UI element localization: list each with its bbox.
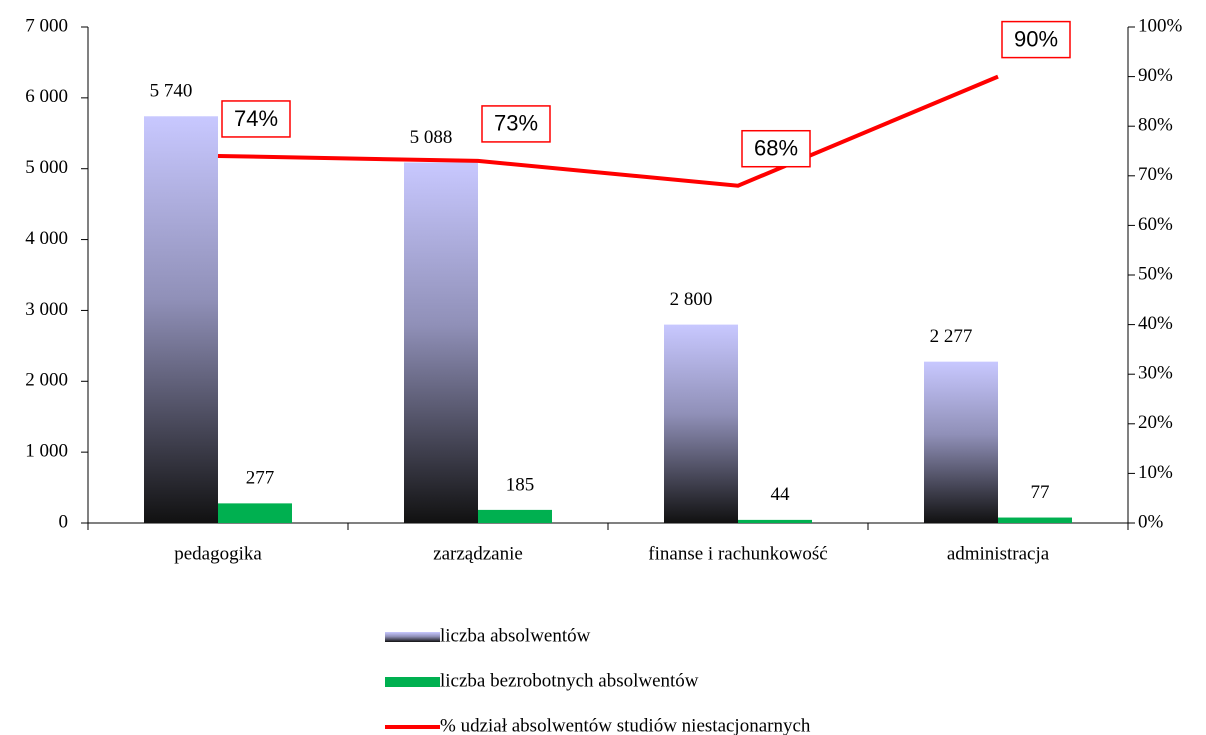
bar <box>924 361 998 523</box>
value-label: 74% <box>234 106 278 131</box>
value-label: 185 <box>506 474 535 495</box>
value-label: 68% <box>754 136 798 161</box>
y2-tick-label: 70% <box>1138 164 1173 185</box>
value-label: 5 088 <box>410 127 453 148</box>
y2-tick-label: 60% <box>1138 214 1173 235</box>
x-tick-label: zarządzanie <box>433 543 523 564</box>
value-label-box <box>741 129 811 168</box>
bar <box>664 324 738 523</box>
y2-tick-label: 100% <box>1138 15 1183 36</box>
value-label-box <box>1001 20 1071 59</box>
x-tick-label: finanse i rachunkowość <box>648 543 827 564</box>
value-label: 77 <box>1031 482 1050 503</box>
y-tick-label: 3 000 <box>25 299 68 320</box>
legend-swatch <box>385 677 440 687</box>
value-label-box <box>481 105 551 143</box>
y2-tick-label: 50% <box>1138 263 1173 284</box>
y2-tick-label: 30% <box>1138 363 1173 384</box>
value-label: 5 740 <box>150 81 193 102</box>
value-label: 277 <box>246 468 275 489</box>
value-label: 73% <box>494 111 538 136</box>
y2-tick-label: 90% <box>1138 65 1173 86</box>
y2-tick-label: 20% <box>1138 412 1173 433</box>
bar <box>144 116 218 523</box>
legend-swatch <box>385 632 440 642</box>
legend-label: liczba absolwentów <box>440 625 591 646</box>
bar <box>738 519 812 523</box>
value-label: 2 800 <box>670 289 713 310</box>
y2-tick-label: 80% <box>1138 115 1173 136</box>
bar <box>998 517 1072 523</box>
y-tick-label: 6 000 <box>25 86 68 107</box>
line <box>217 74 999 188</box>
bar <box>478 509 552 523</box>
value-label: 44 <box>771 484 791 505</box>
y-tick-label: 2 000 <box>25 370 68 391</box>
bar <box>218 503 292 523</box>
y-tick-label: 4 000 <box>25 228 68 249</box>
y-tick-label: 0 <box>59 511 69 532</box>
legend-label: liczba bezrobotnych absolwentów <box>440 670 699 691</box>
y2-tick-label: 40% <box>1138 313 1173 334</box>
value-label: 90% <box>1014 26 1058 51</box>
bar <box>404 162 478 523</box>
legend-label: % udział absolwentów studiów niestacjona… <box>440 715 811 735</box>
value-label-box <box>221 100 291 138</box>
y-tick-label: 5 000 <box>25 157 68 178</box>
y-tick-label: 7 000 <box>25 15 68 36</box>
y-tick-label: 1 000 <box>25 441 68 462</box>
y2-tick-label: 0% <box>1138 511 1164 532</box>
value-label: 2 277 <box>930 326 973 347</box>
x-tick-label: administracja <box>947 543 1050 564</box>
x-tick-label: pedagogika <box>174 543 262 564</box>
y2-tick-label: 10% <box>1138 462 1173 483</box>
